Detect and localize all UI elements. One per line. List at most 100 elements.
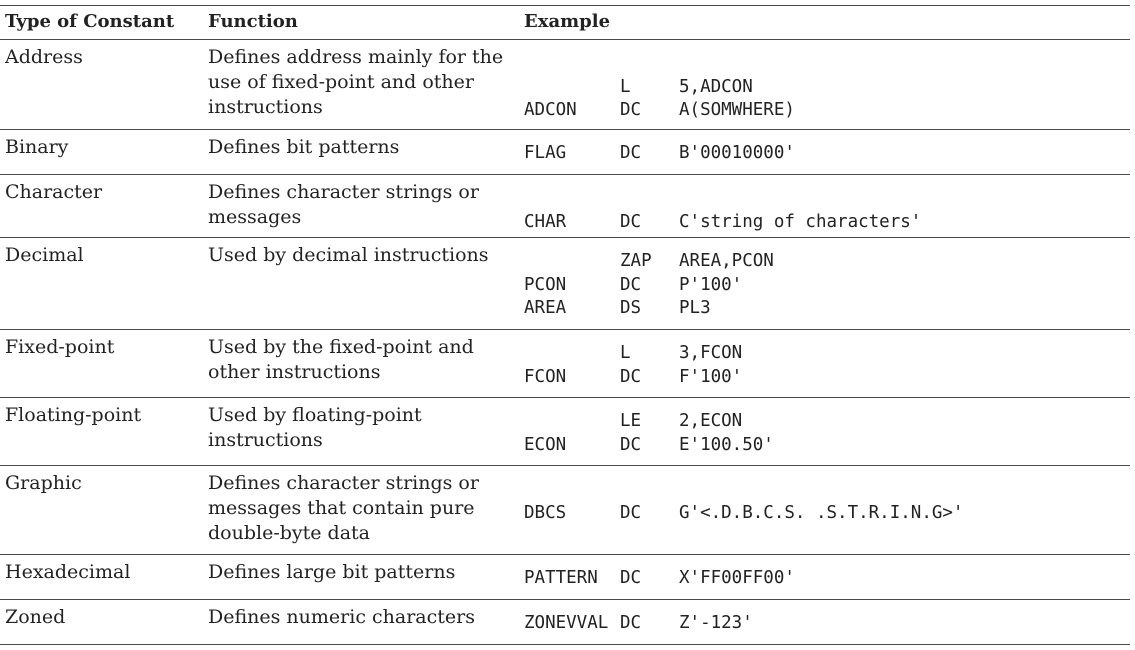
function-line: Defines numeric characters <box>208 606 475 628</box>
example-op: DC <box>620 366 642 387</box>
table-row: Address Defines address mainly for the use… <box>0 40 1130 130</box>
table-body: Address Defines address mainly for the use… <box>0 40 1130 645</box>
example-line: ZAP AREA,PCON <box>524 250 1130 274</box>
constant-function: Defines character strings or messages tha… <box>206 471 521 554</box>
header-example: Example <box>524 11 611 32</box>
table-row: Character Defines character strings or mes… <box>0 175 1130 238</box>
constant-example: LE 2,ECON ECON DC E'100.50' <box>521 403 1130 465</box>
example-label <box>524 342 620 366</box>
constant-function: Defines character strings or messages <box>206 180 521 237</box>
function-line: Used by the fixed-point and <box>208 336 474 358</box>
example-line: ZONEVVAL DC Z'-123' <box>524 612 1130 636</box>
example-label: ADCON <box>524 100 577 120</box>
constant-type: Binary <box>5 136 69 158</box>
example-arg: Z'-123' <box>679 613 753 633</box>
constant-type: Hexadecimal <box>5 561 131 583</box>
constants-table: Type of Constant Function Example Addres… <box>0 5 1130 645</box>
constant-type: Floating-point <box>5 404 142 426</box>
constant-type: Decimal <box>5 244 84 266</box>
example-op: DC <box>620 434 642 455</box>
constant-function: Used by the fixed-point and other instruc… <box>206 335 521 397</box>
example-op: DS <box>620 298 642 318</box>
example-arg: X'FF00FF00' <box>679 568 795 588</box>
example-line: PATTERN DC X'FF00FF00' <box>524 567 1130 591</box>
function-line: instructions <box>208 96 323 118</box>
example-arg: AREA,PCON <box>679 251 774 271</box>
example-label: PATTERN <box>524 568 598 588</box>
function-line: Defines character strings or <box>208 181 479 203</box>
example-op: DC <box>620 143 642 163</box>
function-line: Defines address mainly for the <box>208 46 504 68</box>
function-line: use of fixed-point and other <box>208 71 474 93</box>
constant-example: CHAR DC C'string of characters' <box>521 180 1130 237</box>
example-op: DC <box>620 502 642 523</box>
example-label: AREA <box>524 298 567 318</box>
example-label <box>524 76 620 100</box>
table-row: Floating-point Used by floating-point inst… <box>0 398 1130 466</box>
constant-example: ZAP AREA,PCON PCON DC P'100' AREA DS PL3 <box>521 243 1130 329</box>
function-line: double-byte data <box>208 522 371 544</box>
example-op: ZAP <box>620 251 652 271</box>
example-op: DC <box>620 100 642 120</box>
example-arg: 3,FCON <box>679 343 743 363</box>
constant-function: Defines numeric characters <box>206 605 521 644</box>
constant-type: Graphic <box>5 472 82 494</box>
example-label <box>524 250 620 274</box>
table-row: Graphic Defines character strings or messa… <box>0 466 1130 555</box>
constant-example: L 5,ADCON ADCON DC A(SOMWHERE) <box>521 45 1130 129</box>
constant-example: DBCS DC G'<.D.B.C.S. .S.T.R.I.N.G>' <box>521 471 1130 554</box>
example-line: DBCS DC G'<.D.B.C.S. .S.T.R.I.N.G>' <box>524 502 1130 526</box>
example-line: ECON DC E'100.50' <box>524 434 1130 458</box>
example-arg: B'00010000' <box>679 143 795 163</box>
example-arg: C'string of characters' <box>679 211 922 232</box>
example-line: FCON DC F'100' <box>524 366 1130 390</box>
example-arg: 5,ADCON <box>679 76 753 97</box>
constant-function: Defines bit patterns <box>206 135 521 174</box>
function-line: messages <box>208 206 302 228</box>
example-line: CHAR DC C'string of characters' <box>524 211 1130 235</box>
table-row: Binary Defines bit patterns FLAG DC B'000100… <box>0 130 1130 175</box>
example-label <box>524 410 620 434</box>
constant-type: Address <box>5 46 83 68</box>
constant-example: FLAG DC B'00010000' <box>521 135 1130 174</box>
example-op: DC <box>620 568 642 588</box>
example-line: L 3,FCON <box>524 342 1130 366</box>
function-line: Defines bit patterns <box>208 136 400 158</box>
function-line: Used by floating-point <box>208 404 422 426</box>
example-label: CHAR <box>524 211 567 232</box>
function-line: Defines character strings or <box>208 472 479 494</box>
example-arg: G'<.D.B.C.S. .S.T.R.I.N.G>' <box>679 502 964 523</box>
header-type: Type of Constant <box>5 11 175 32</box>
example-op: LE <box>620 411 642 431</box>
example-line: LE 2,ECON <box>524 410 1130 434</box>
header-function: Function <box>208 11 298 32</box>
example-op: L <box>620 76 631 97</box>
constant-example: PATTERN DC X'FF00FF00' <box>521 560 1130 599</box>
function-line: messages that contain pure <box>208 497 475 519</box>
constant-function: Defines large bit patterns <box>206 560 521 599</box>
example-label: FCON <box>524 366 567 387</box>
constant-function: Used by floating-point instructions <box>206 403 521 465</box>
example-op: L <box>620 343 631 363</box>
example-arg: F'100' <box>679 366 743 387</box>
example-label: PCON <box>524 274 567 295</box>
example-op: DC <box>620 211 642 232</box>
example-arg: 2,ECON <box>679 411 743 431</box>
constant-type: Character <box>5 181 103 203</box>
example-arg: P'100' <box>679 274 743 295</box>
function-line: Used by decimal instructions <box>208 244 489 266</box>
example-label: ECON <box>524 434 567 455</box>
example-label: FLAG <box>524 143 567 163</box>
example-line: ADCON DC A(SOMWHERE) <box>524 99 1130 123</box>
function-line: other instructions <box>208 361 381 383</box>
example-arg: E'100.50' <box>679 434 774 455</box>
constant-type: Zoned <box>5 606 66 628</box>
example-op: DC <box>620 274 642 295</box>
table-row: Zoned Defines numeric characters ZONEVVAL D… <box>0 600 1130 645</box>
example-arg: PL3 <box>679 298 711 318</box>
example-op: DC <box>620 613 642 633</box>
example-line: L 5,ADCON <box>524 76 1130 100</box>
table-row: Hexadecimal Defines large bit patterns PAT… <box>0 555 1130 600</box>
constant-function: Used by decimal instructions <box>206 243 521 329</box>
table-row: Fixed-point Used by the fixed-point and ot… <box>0 330 1130 398</box>
